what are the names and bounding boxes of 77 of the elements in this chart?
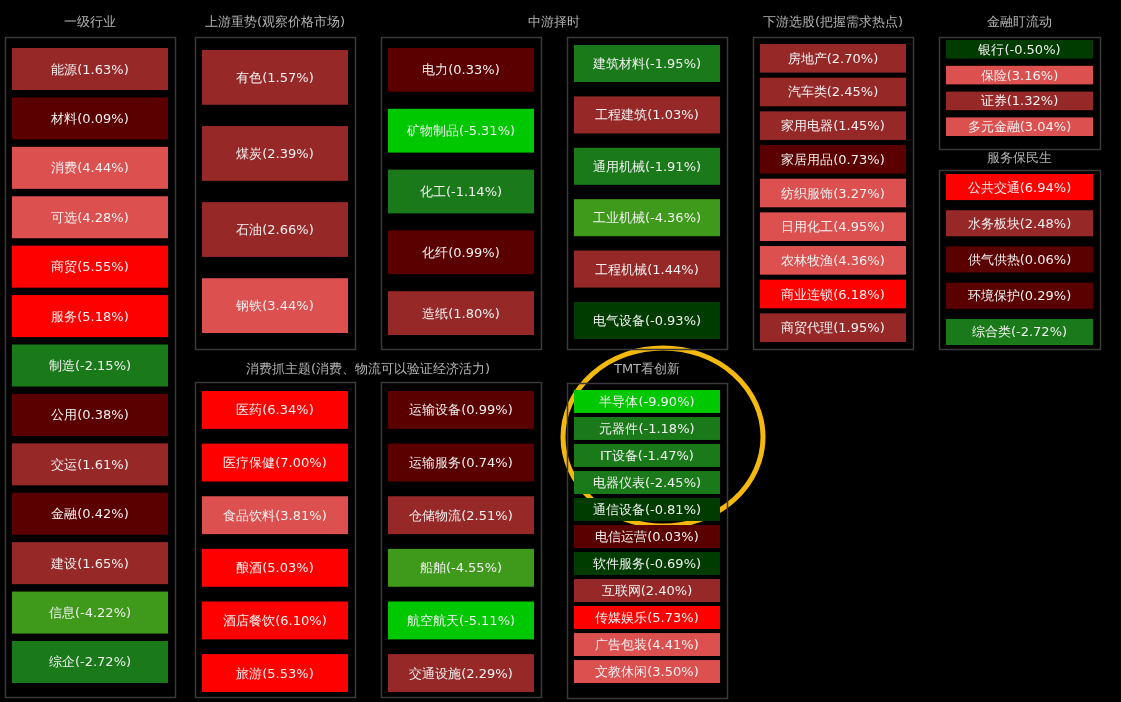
data-label: 有色(1.57%) — [236, 69, 314, 85]
data-label: 金融(0.42%) — [51, 506, 129, 522]
data-label: 化工(-1.14%) — [419, 184, 503, 199]
data-label: 综企(-2.72%) — [48, 654, 132, 670]
data-label: 旅游(5.53%) — [236, 665, 314, 681]
data-label: 造纸(1.80%) — [422, 305, 500, 321]
data-label: 工业机械(-4.36%) — [592, 210, 702, 226]
data-label: 煤炭(2.39%) — [236, 145, 314, 161]
data-label: 医疗保健(7.00%) — [223, 455, 327, 471]
data-label: 通信设备(-0.81%) — [592, 502, 702, 517]
data-label: 商贸(5.55%) — [51, 259, 129, 275]
data-label: 电力(0.33%) — [422, 62, 500, 78]
data-label: 综合类(-2.72%) — [971, 324, 1068, 340]
data-label: 电气设备(-0.93%) — [592, 313, 702, 328]
data-label: 交通设施(2.29%) — [409, 665, 513, 681]
data-label: 公用(0.38%) — [51, 407, 129, 423]
data-label: 证券(1.32%) — [980, 93, 1059, 109]
data-label: 食品饮料(3.81%) — [223, 507, 327, 523]
text: 金融盯流动 — [987, 13, 1052, 29]
data-label: 电器仪表(-2.45%) — [592, 474, 702, 490]
data-label: 航空航天(-5.11%) — [406, 612, 516, 628]
data-label: 日用化工(4.95%) — [781, 219, 885, 235]
data-label: 工程机械(1.44%) — [595, 261, 699, 277]
data-label: 银行(-0.50%) — [977, 41, 1061, 57]
data-label: 可选(4.28%) — [51, 209, 129, 225]
data-label: 化纤(0.99%) — [422, 244, 500, 260]
data-label: 石油(2.66%) — [236, 222, 314, 238]
data-label: 半导体(-9.90%) — [599, 393, 695, 409]
data-label: 消费(4.44%) — [51, 160, 129, 176]
data-label: 商贸代理(1.95%) — [781, 320, 885, 336]
data-label: 仓储物流(2.51%) — [409, 507, 513, 523]
data-label: 电信运营(0.03%) — [595, 529, 699, 544]
data-label: 农林牧渔(4.36%) — [781, 252, 885, 268]
data-label: 元器件(-1.18%) — [599, 420, 695, 436]
data-label: 信息(-4.22%) — [48, 605, 132, 621]
data-label: 软件服务(-0.69%) — [592, 556, 702, 571]
data-label: IT设备(-1.47%) — [600, 447, 694, 463]
data-label: 工程建筑(1.03%) — [595, 107, 699, 123]
text: TMT看创新 — [612, 360, 681, 376]
text: 上游重势(观察价格市场) — [204, 13, 346, 29]
data-label: 房地产(2.70%) — [787, 50, 879, 66]
data-label: 建筑材料(-1.95%) — [591, 56, 702, 71]
data-label: 材料(0.09%) — [50, 110, 129, 126]
data-label: 水务板块(2.48%) — [967, 215, 1072, 231]
data-label: 酒店餐饮(6.10%) — [223, 612, 327, 628]
data-label: 通用机械(-1.91%) — [592, 158, 702, 174]
text: 消费抓主题(消费、物流可以验证经济活力) — [245, 360, 491, 376]
data-label: 家用电器(1.45%) — [781, 118, 885, 134]
data-label: 医药(6.34%) — [236, 402, 314, 418]
data-label: 运输服务(0.74%) — [409, 455, 513, 471]
text: 中游择时 — [528, 13, 580, 29]
data-label: 矿物制品(-5.31%) — [405, 123, 516, 139]
data-label: 环境保护(0.29%) — [967, 288, 1072, 304]
data-label: 纺织服饰(3.27%) — [781, 185, 885, 201]
data-label: 供气供热(0.06%) — [967, 252, 1072, 267]
data-label: 能源(1.63%) — [51, 61, 129, 77]
data-label: 服务(5.18%) — [51, 308, 129, 324]
data-label: 船舶(-4.55%) — [419, 560, 503, 576]
data-label: 酿酒(5.03%) — [236, 560, 314, 576]
data-label: 家居用品(0.73%) — [781, 151, 885, 167]
data-label: 汽车类(2.45%) — [787, 84, 879, 100]
data-label: 互联网(2.40%) — [601, 583, 693, 599]
data-label: 文教休闲(3.50%) — [595, 664, 699, 680]
data-label: 传媒娱乐(5.73%) — [595, 610, 699, 626]
data-label: 钢铁(3.44%) — [235, 298, 314, 314]
data-label: 公共交通(6.94%) — [967, 179, 1072, 195]
data-label: 商业连锁(6.18%) — [781, 286, 885, 302]
data-label: 广告包装(4.41%) — [595, 637, 699, 653]
data-label: 交运(1.61%) — [51, 456, 129, 472]
data-label: 多元金融(3.04%) — [967, 119, 1072, 135]
text: 下游选股(把握需求热点) — [762, 13, 904, 29]
text: 服务保民生 — [987, 149, 1052, 165]
data-label: 保险(3.16%) — [980, 67, 1059, 83]
text: 一级行业 — [64, 13, 116, 29]
data-label: 运输设备(0.99%) — [409, 402, 513, 418]
data-label: 制造(-2.15%) — [48, 358, 132, 373]
data-label: 建设(1.65%) — [50, 555, 129, 571]
